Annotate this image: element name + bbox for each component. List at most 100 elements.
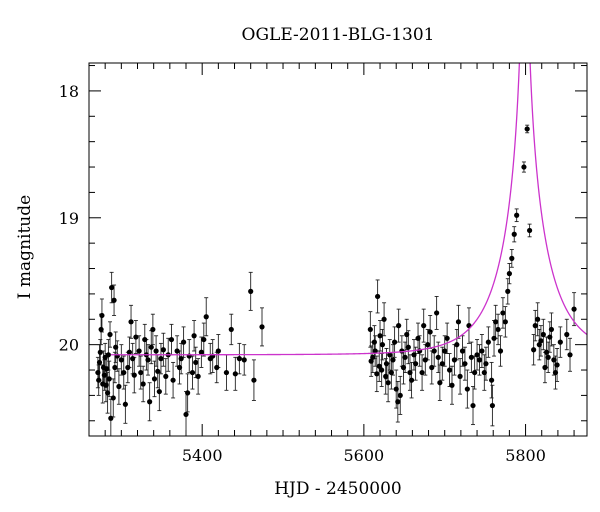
data-point [236, 356, 242, 362]
data-point [524, 126, 530, 132]
data-point [495, 326, 501, 333]
data-point [160, 347, 166, 353]
data-point [564, 331, 570, 338]
x-tick-label: 5800 [505, 446, 546, 465]
data-point [444, 335, 450, 341]
data-point [381, 316, 387, 322]
data-point [163, 373, 169, 379]
data-points [95, 126, 577, 421]
data-point [387, 352, 393, 358]
data-point [383, 373, 389, 379]
data-point [374, 371, 380, 377]
data-point [442, 348, 448, 354]
data-point [505, 288, 511, 294]
data-point [385, 380, 391, 386]
data-point [395, 399, 401, 405]
data-point [109, 284, 115, 291]
y-tick-label: 19 [59, 209, 79, 228]
data-point [454, 342, 460, 348]
data-point [147, 399, 153, 405]
data-point [178, 356, 184, 362]
data-point [241, 357, 247, 363]
data-point [153, 348, 159, 354]
data-point [431, 348, 437, 354]
data-point [489, 402, 496, 409]
data-point [215, 348, 221, 354]
data-point [554, 362, 560, 368]
data-point [104, 390, 111, 396]
data-point [470, 402, 476, 409]
data-point [98, 326, 104, 333]
data-point [183, 411, 189, 418]
data-point [457, 373, 463, 379]
data-point [388, 369, 394, 376]
data-point [435, 354, 441, 360]
data-point [111, 297, 117, 303]
data-point [421, 323, 427, 329]
tick-labels: 5400 5600 5800 18 19 20 [59, 82, 546, 465]
data-point [425, 342, 431, 348]
data-point [136, 348, 142, 354]
data-point [248, 288, 254, 294]
data-point [521, 164, 527, 170]
data-point [121, 369, 127, 376]
data-point [567, 352, 573, 358]
data-point [99, 312, 105, 319]
data-point [125, 364, 131, 371]
data-point [462, 361, 468, 367]
data-point [96, 377, 102, 383]
data-point [479, 348, 485, 354]
data-point [390, 357, 396, 363]
model-curve-group [110, 63, 587, 356]
data-point [150, 326, 156, 333]
data-point [509, 255, 515, 261]
data-point [500, 310, 506, 316]
data-point [402, 354, 408, 360]
data-point [437, 380, 443, 386]
data-point [122, 401, 128, 407]
data-point [532, 323, 538, 329]
data-point [106, 376, 112, 382]
data-point [376, 363, 382, 369]
data-point [396, 323, 402, 329]
data-point [429, 364, 435, 371]
data-point [104, 366, 110, 372]
x-axis-label: HJD - 2450000 [274, 479, 402, 499]
data-point [397, 392, 403, 399]
plot-frame [88, 62, 588, 437]
data-point [116, 383, 122, 390]
data-point [191, 333, 197, 339]
data-point [547, 334, 553, 340]
data-point [506, 271, 512, 277]
data-point [543, 349, 550, 355]
data-point [405, 344, 411, 350]
x-tick-label: 5600 [344, 446, 385, 465]
data-point [393, 386, 399, 392]
data-point [571, 306, 577, 312]
data-point [527, 227, 533, 234]
data-point [193, 359, 199, 366]
data-point [407, 369, 413, 376]
data-point [472, 369, 478, 376]
data-point [411, 352, 417, 358]
data-point [372, 348, 378, 354]
data-point [176, 364, 183, 371]
data-point [168, 336, 175, 343]
data-point [97, 349, 103, 355]
data-point [131, 372, 137, 378]
y-tick-label: 18 [59, 82, 79, 101]
data-point [551, 357, 557, 363]
data-point [400, 364, 407, 371]
data-point [185, 390, 191, 396]
data-point [251, 377, 257, 383]
data-point [189, 369, 196, 376]
data-point [95, 369, 101, 376]
data-point [483, 361, 489, 367]
model-curve [110, 63, 587, 356]
data-point [540, 331, 546, 338]
data-point [493, 319, 499, 325]
data-point [118, 357, 124, 363]
data-point [552, 369, 559, 376]
data-point [502, 319, 508, 325]
data-point [228, 326, 234, 333]
